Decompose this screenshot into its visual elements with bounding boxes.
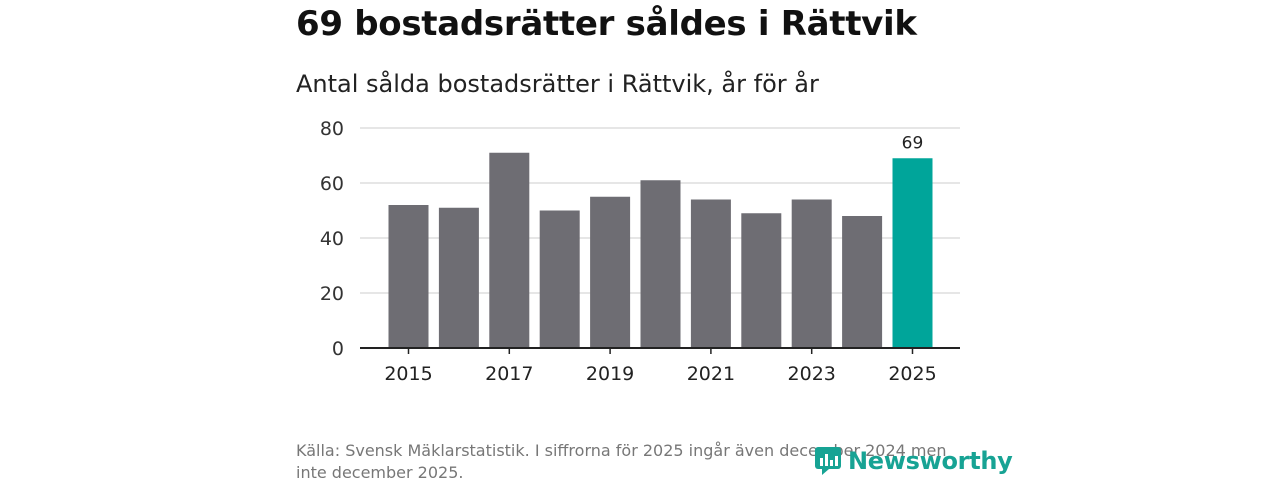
bar-2021 xyxy=(690,199,731,348)
bar-2019 xyxy=(590,196,631,348)
x-tick-label: 2015 xyxy=(384,363,432,385)
bar-2025 xyxy=(892,158,933,348)
chart-headline: 69 bostadsrätter såldes i Rättvik xyxy=(296,4,917,44)
bar-2022 xyxy=(741,213,782,348)
y-tick-label: 0 xyxy=(332,338,344,360)
bar-2020 xyxy=(640,180,681,348)
x-tick-label: 2017 xyxy=(485,363,533,385)
bar-2023 xyxy=(791,199,832,348)
bar-2017 xyxy=(489,152,530,348)
bar-2016 xyxy=(438,207,479,348)
bar-2018 xyxy=(539,210,580,348)
y-tick-label: 60 xyxy=(320,173,344,195)
bar-2015 xyxy=(388,205,429,348)
x-tick-label: 2021 xyxy=(687,363,735,385)
bar-2024 xyxy=(842,216,883,348)
newsworthy-logo-icon xyxy=(815,447,841,475)
newsworthy-logo: Newsworthy xyxy=(814,446,1013,476)
chart-subtitle: Antal sålda bostadsrätter i Rättvik, år … xyxy=(296,70,819,98)
y-tick-label: 80 xyxy=(320,118,344,140)
x-tick-label: 2019 xyxy=(586,363,634,385)
x-tick-label: 2023 xyxy=(788,363,836,385)
data-label-2025: 69 xyxy=(902,133,924,153)
y-tick-label: 40 xyxy=(320,228,344,250)
logo-text: Newsworthy xyxy=(848,447,1013,475)
source-note: Källa: Svensk Mäklarstatistik. I siffror… xyxy=(296,441,947,482)
x-tick-label: 2025 xyxy=(888,363,936,385)
y-tick-label: 20 xyxy=(320,283,344,305)
